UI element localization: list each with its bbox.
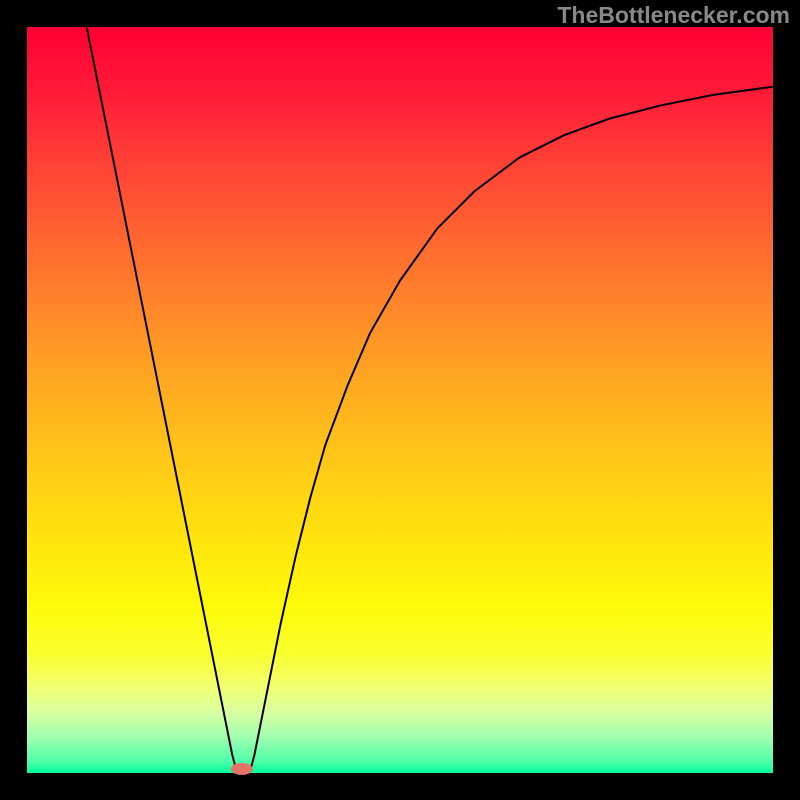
plot-area	[27, 27, 773, 773]
watermark-text: TheBottlenecker.com	[557, 2, 790, 29]
optimal-point-marker	[231, 763, 253, 775]
chart-container: TheBottlenecker.com	[0, 0, 800, 800]
bottleneck-chart	[0, 0, 800, 800]
